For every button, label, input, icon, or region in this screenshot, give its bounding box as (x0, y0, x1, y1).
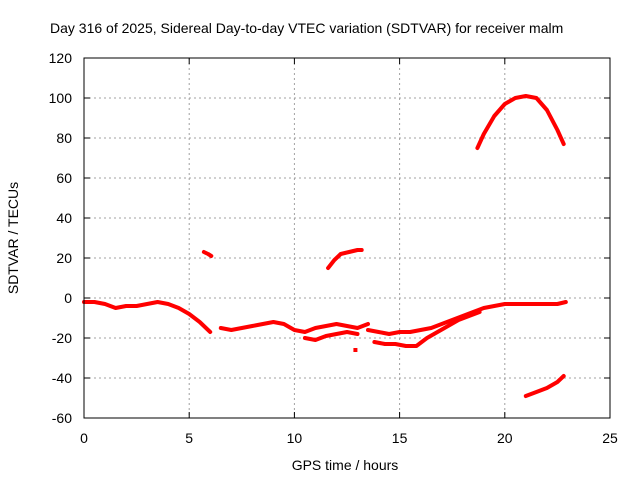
y-tick-label: 0 (64, 290, 72, 306)
series-segment-low (523, 374, 566, 398)
points-layer (353, 348, 358, 352)
x-tick-label: 5 (185, 430, 193, 446)
series-main-band-b (218, 320, 370, 334)
series-main-band-c (302, 330, 360, 342)
chart-title: Day 316 of 2025, Sidereal Day-to-day VTE… (50, 20, 563, 36)
x-tick-label: 0 (80, 430, 88, 446)
x-axis-label: GPS time / hours (292, 457, 399, 473)
y-tick-label: -20 (52, 330, 72, 346)
series-main-band-a (82, 300, 213, 334)
series-layer (82, 94, 568, 398)
y-tick-label: 80 (56, 130, 72, 146)
y-axis-ticks: -60 -40 -20 0 20 40 60 80 100 120 (49, 50, 610, 426)
x-tick-label: 20 (497, 430, 513, 446)
grid (84, 58, 610, 418)
y-axis-label: SDTVAR / TECUs (5, 182, 21, 294)
x-tick-label: 15 (392, 430, 408, 446)
y-tick-label: 20 (56, 250, 72, 266)
y-tick-label: 60 (56, 170, 72, 186)
y-tick-label: 120 (49, 50, 73, 66)
series-segment-mid (326, 248, 364, 270)
series-main-band-e (372, 310, 482, 348)
x-tick-label: 25 (602, 430, 618, 446)
y-tick-label: -60 (52, 410, 72, 426)
series-arc-high (475, 94, 566, 150)
series-main-band-d (366, 300, 568, 336)
isolated-point (353, 348, 358, 352)
y-tick-label: -40 (52, 370, 72, 386)
y-tick-label: 40 (56, 210, 72, 226)
plot-frame (83, 57, 611, 419)
series-segment-small (201, 250, 214, 258)
y-tick-label: 100 (49, 90, 73, 106)
x-tick-label: 10 (287, 430, 303, 446)
x-axis-ticks: 0 5 10 15 20 25 (80, 58, 618, 446)
